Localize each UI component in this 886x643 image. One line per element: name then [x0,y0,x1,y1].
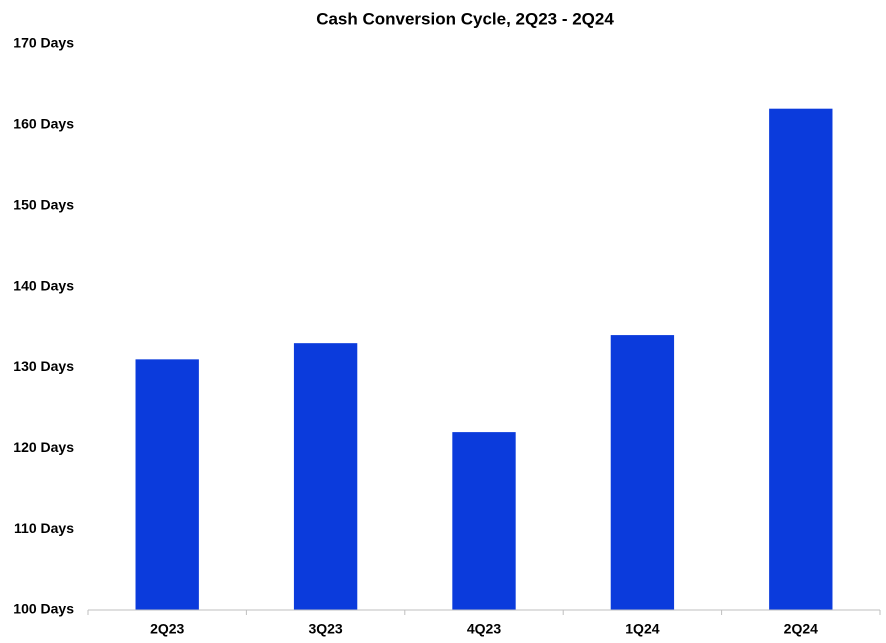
x-tick-label: 3Q23 [308,621,342,637]
bar [610,335,675,610]
y-tick-label: 170 Days [13,35,74,51]
y-tick-label: 140 Days [13,277,74,293]
x-tick-label: 2Q24 [784,621,818,637]
bar [769,108,833,610]
bar [452,432,516,610]
x-tick-label: 4Q23 [467,621,501,637]
y-tick-label: 100 Days [13,601,74,617]
y-tick-label: 130 Days [13,358,74,374]
chart-title: Cash Conversion Cycle, 2Q23 - 2Q24 [316,9,614,28]
y-tick-label: 160 Days [13,116,74,132]
bar [293,343,358,610]
x-tick-label: 1Q24 [625,621,659,637]
y-tick-label: 150 Days [13,196,74,212]
y-tick-label: 120 Days [13,439,74,455]
y-tick-label: 110 Days [14,520,74,536]
x-tick-label: 2Q23 [150,621,184,637]
bar [135,359,199,610]
